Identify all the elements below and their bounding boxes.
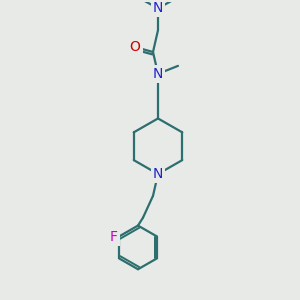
Text: O: O [130,40,140,54]
Text: N: N [153,167,163,181]
Text: F: F [110,230,118,244]
Text: N: N [153,67,163,81]
Text: N: N [153,1,163,15]
